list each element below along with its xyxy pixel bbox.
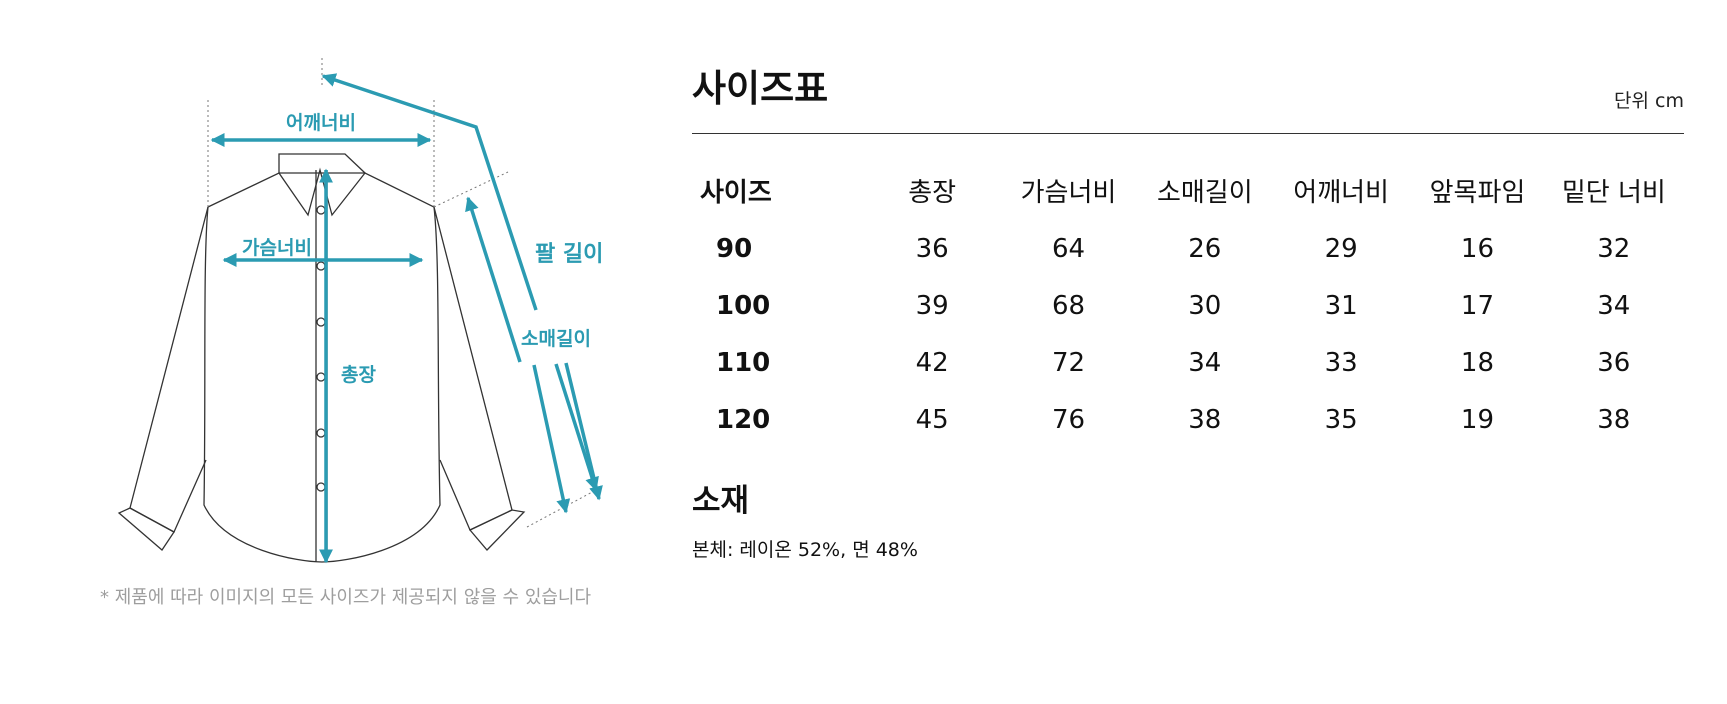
header-hem-width: 밑단 너비	[1561, 177, 1666, 208]
material-text: 본체: 레이온 52%, 면 48%	[692, 539, 918, 561]
table-row: 120 45 76 38 35 19 38	[692, 391, 1682, 448]
table-cell: 39	[915, 290, 949, 321]
table-cell: 19	[1460, 404, 1495, 435]
arm-arrow-lower	[554, 363, 599, 492]
material-title: 소재	[692, 483, 750, 519]
table-cell: 33	[1324, 347, 1358, 378]
guide-lines	[207, 58, 597, 528]
size-cell: 120	[716, 404, 771, 435]
table-cell: 38	[1188, 404, 1222, 435]
table-cell: 68	[1051, 290, 1086, 321]
table-cell: 16	[1460, 233, 1495, 264]
measurement-arrows	[210, 73, 603, 564]
size-cell: 100	[716, 290, 771, 321]
table-cell: 35	[1324, 404, 1358, 435]
table-cell: 76	[1051, 404, 1086, 435]
table-row: 90 36 64 26 29 16 32	[692, 220, 1682, 277]
sleeve-label: 소매길이	[521, 328, 591, 350]
table-cell: 72	[1051, 347, 1086, 378]
table-cell: 18	[1460, 347, 1495, 378]
table-cell: 30	[1188, 290, 1222, 321]
sleeve-arrow-upper	[465, 196, 522, 363]
table-cell: 29	[1324, 233, 1358, 264]
sleeve-arrow-mid	[564, 362, 603, 501]
table-cell: 36	[915, 233, 949, 264]
table-cell: 45	[915, 404, 949, 435]
table-cell: 34	[1188, 347, 1222, 378]
table-cell: 31	[1324, 290, 1358, 321]
table-cell: 36	[1597, 347, 1631, 378]
table-cell: 42	[915, 347, 949, 378]
table-cell: 26	[1188, 233, 1222, 264]
title-divider	[692, 133, 1684, 134]
table-cell: 34	[1597, 290, 1631, 321]
shirt-illustration	[117, 58, 603, 564]
diagram-note: * 제품에 따라 이미지의 모든 사이즈가 제공되지 않을 수 있습니다	[100, 587, 592, 608]
header-total-length: 총장	[908, 177, 957, 208]
unit-label: 단위 cm	[1614, 90, 1684, 112]
size-table: 사이즈 총장 가슴너비 소매길이 어깨너비 앞목파임 밑단 너비 90 36 6…	[692, 160, 1682, 448]
header-sleeve-length: 소매길이	[1156, 177, 1253, 208]
table-row: 100 39 68 30 31 17 34	[692, 277, 1682, 334]
header-size: 사이즈	[700, 177, 772, 208]
size-cell: 110	[716, 347, 771, 378]
table-cell: 38	[1597, 404, 1631, 435]
table-cell: 32	[1597, 233, 1631, 264]
size-cell: 90	[716, 233, 753, 264]
table-cell: 64	[1051, 233, 1086, 264]
chest-label: 가슴너비	[242, 237, 312, 259]
shoulder-label: 어깨너비	[286, 112, 356, 134]
table-row: 110 42 72 34 33 18 36	[692, 334, 1682, 391]
header-chest-width: 가슴너비	[1020, 177, 1117, 208]
table-cell: 17	[1460, 290, 1495, 321]
header-neck-depth: 앞목파임	[1429, 177, 1526, 208]
table-header-row: 사이즈 총장 가슴너비 소매길이 어깨너비 앞목파임 밑단 너비	[692, 160, 1682, 220]
arm-label: 팔 길이	[535, 242, 604, 267]
arm-arrow	[321, 73, 538, 311]
header-shoulder-width: 어깨너비	[1293, 177, 1389, 208]
size-chart-title: 사이즈표	[692, 67, 829, 110]
shirt-measurement-diagram: 어깨너비 가슴너비 총장 팔 길이 소매길이 * 제품에 따라 이미지의 모든 …	[0, 0, 680, 704]
length-label: 총장	[341, 364, 376, 386]
shirt-outline	[117, 153, 526, 563]
sleeve-arrow	[532, 364, 571, 514]
